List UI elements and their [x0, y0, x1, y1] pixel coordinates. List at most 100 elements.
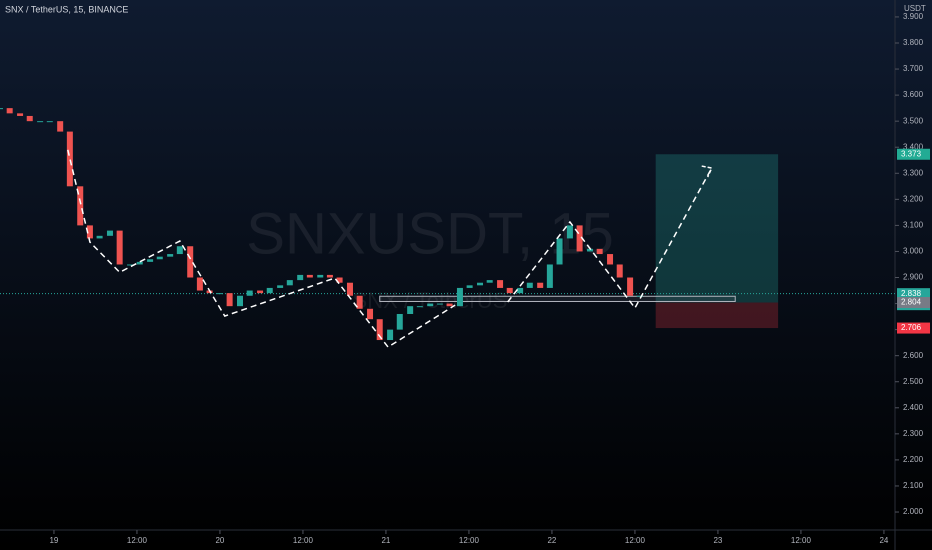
pattern-line — [507, 167, 713, 310]
x-tick-label: 12:00 — [127, 536, 148, 545]
candle — [26, 115, 33, 122]
y-tick-label: 3.700 — [903, 64, 924, 73]
y-tick-label: 2.300 — [903, 429, 924, 438]
candle — [466, 285, 473, 288]
y-tick-label: 3.200 — [903, 194, 924, 203]
candle — [526, 282, 533, 288]
y-tick-label: 2.600 — [903, 351, 924, 360]
candle — [167, 254, 174, 257]
candle — [506, 287, 513, 294]
candle — [407, 306, 414, 314]
candle — [286, 280, 293, 286]
candle — [607, 254, 614, 265]
candle — [37, 121, 44, 123]
y-tick-label: 2.100 — [903, 481, 924, 490]
candle — [427, 303, 434, 307]
x-tick-label: 24 — [879, 536, 888, 545]
x-tick-label: 12:00 — [293, 536, 314, 545]
y-tick-label: 2.000 — [903, 507, 924, 516]
candle — [356, 295, 363, 309]
candle — [566, 225, 573, 239]
target-zone — [655, 154, 779, 303]
y-unit: USDT — [904, 4, 926, 13]
candle — [317, 274, 324, 278]
candle — [226, 293, 233, 307]
candle — [116, 230, 123, 265]
y-tick-label: 3.100 — [903, 221, 924, 230]
candle — [396, 313, 403, 330]
y-tick-label: 2.500 — [903, 377, 924, 386]
candle — [277, 285, 284, 288]
candle — [556, 238, 563, 265]
candle — [187, 246, 194, 278]
candle — [77, 186, 84, 226]
y-tick-label: 2.400 — [903, 403, 924, 412]
candle — [136, 261, 143, 265]
candle — [486, 280, 493, 283]
candle — [66, 131, 73, 187]
x-tick-label: 23 — [713, 536, 722, 545]
watermark: SNXUSDT, 15 — [246, 201, 613, 266]
candle — [326, 274, 333, 278]
candle — [96, 235, 103, 239]
candle — [576, 225, 583, 252]
price-tag-label: 3.373 — [901, 149, 922, 158]
candle — [436, 303, 443, 305]
candle — [216, 293, 223, 295]
price-tag — [897, 322, 930, 334]
y-tick-label: 3.600 — [903, 90, 924, 99]
candle — [297, 274, 304, 281]
candle — [266, 287, 273, 294]
candle — [46, 121, 53, 123]
candle — [517, 287, 524, 294]
x-tick-label: 19 — [49, 536, 58, 545]
candle — [156, 256, 163, 260]
candle — [6, 108, 13, 114]
candle — [176, 246, 183, 255]
price-tag — [897, 297, 930, 309]
candle — [477, 282, 484, 286]
x-tick-label: 12:00 — [791, 536, 812, 545]
y-tick-label: 3.800 — [903, 38, 924, 47]
y-tick-label: 3.900 — [903, 12, 924, 21]
x-tick-label: 20 — [215, 536, 224, 545]
price-tag-label: 2.838 — [901, 289, 922, 298]
candle — [416, 306, 423, 308]
candle — [586, 248, 593, 252]
candle — [546, 264, 553, 288]
candle — [336, 277, 343, 283]
price-tag — [897, 148, 930, 160]
y-tick-label: 3.500 — [903, 116, 924, 125]
price-tag-label: 2.804 — [901, 298, 922, 307]
x-tick-label: 12:00 — [459, 536, 480, 545]
candle — [0, 108, 3, 110]
candle — [346, 282, 353, 296]
price-tag-label: 2.706 — [901, 323, 922, 332]
candle — [537, 282, 544, 288]
watermark-subtitle: SNX / TetherUS — [353, 288, 508, 313]
candle — [596, 248, 603, 255]
chart-title: SNX / TetherUS, 15, BINANCE — [5, 4, 128, 14]
candle — [627, 277, 634, 296]
candle — [127, 264, 134, 266]
zone-box — [379, 295, 736, 302]
candle — [86, 225, 93, 239]
x-tick-label: 12:00 — [625, 536, 646, 545]
candle — [367, 308, 374, 320]
candle — [456, 287, 463, 307]
candle — [376, 319, 383, 341]
y-tick-label: 2.900 — [903, 273, 924, 282]
candle — [636, 295, 643, 297]
pattern-line — [67, 149, 456, 349]
candle — [497, 280, 504, 288]
candle — [196, 277, 203, 291]
x-tick-label: 21 — [381, 536, 390, 545]
candle — [147, 259, 154, 262]
candle — [17, 113, 24, 116]
candle — [246, 290, 253, 296]
candle — [306, 274, 313, 278]
candle — [387, 329, 394, 341]
x-tick-label: 22 — [547, 536, 556, 545]
